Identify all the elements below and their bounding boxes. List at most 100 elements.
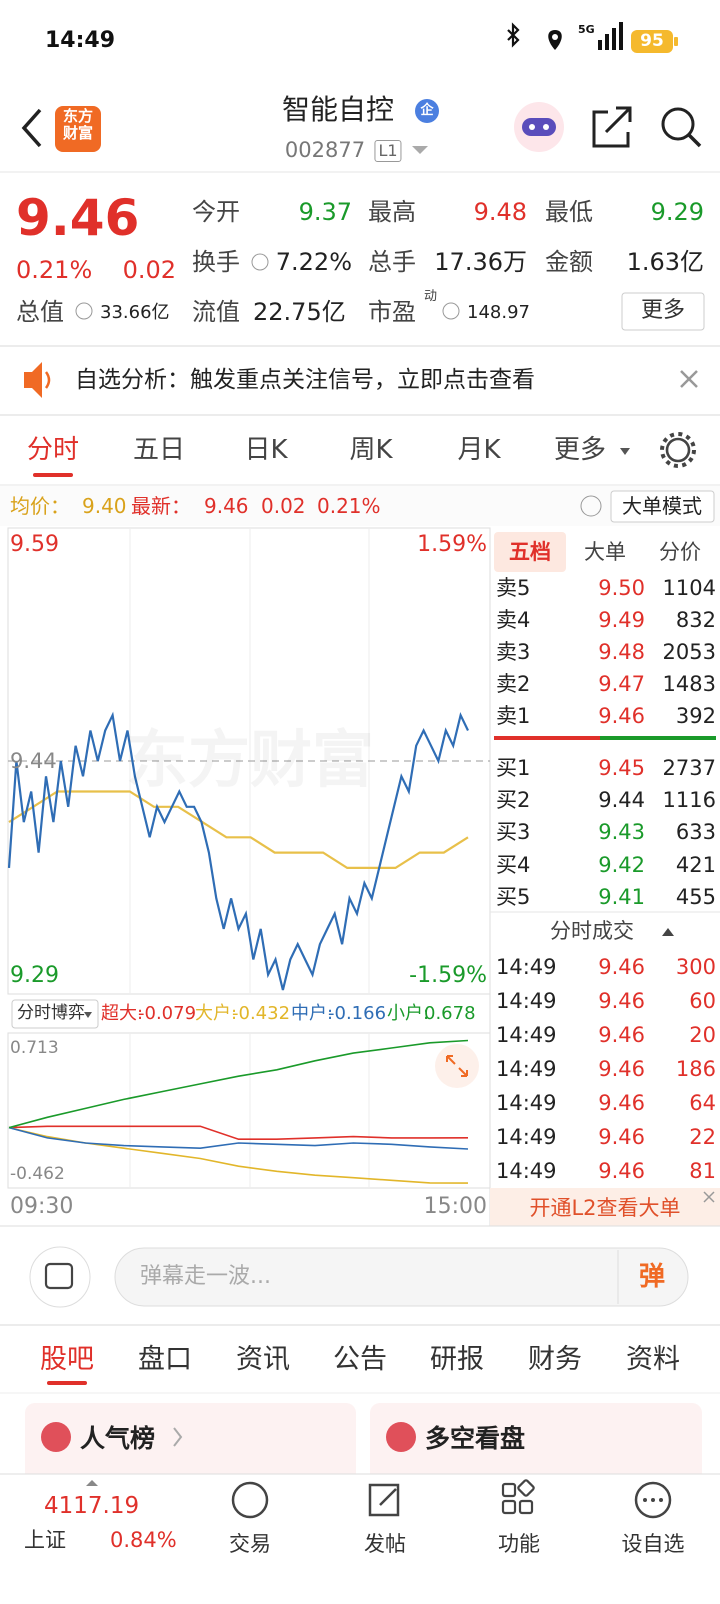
stock-code: 002877: [284, 137, 366, 162]
stat-value: 1.63亿: [626, 248, 704, 277]
expand-icon: [446, 1055, 468, 1077]
book-volume: 455: [675, 884, 716, 909]
nav-item[interactable]: 功能: [498, 1531, 540, 1556]
flow-legend-value: -0.166: [328, 1002, 387, 1024]
flow-legend-value: -0.079: [138, 1002, 197, 1024]
stat-label: 最高: [368, 198, 416, 227]
l2-button[interactable]: 开通L2查看大单: [529, 1195, 681, 1220]
content-tab[interactable]: 研报: [430, 1344, 484, 1376]
stat-value: 9.48: [473, 198, 527, 227]
book-price: 9.42: [598, 852, 645, 877]
trade-icon[interactable]: [231, 1481, 269, 1519]
selector-frame[interactable]: [11, 999, 99, 1029]
watermark: 东方财富: [126, 722, 374, 799]
flow-ylim-top: 0.713: [10, 1038, 59, 1059]
lower-pct: -1.59%: [409, 963, 487, 989]
dropdown-arrow: [620, 448, 630, 455]
settings-icon[interactable]: [665, 437, 691, 463]
info-icon[interactable]: [75, 302, 93, 320]
comment-input[interactable]: [114, 1247, 689, 1307]
battery-tip: [674, 37, 678, 46]
book-volume: 633: [675, 820, 716, 845]
book-label: 卖1: [496, 703, 531, 728]
close-icon[interactable]: [680, 370, 698, 388]
signal-bar: [605, 34, 609, 50]
back-icon[interactable]: [21, 108, 42, 148]
book-tab[interactable]: 分价: [659, 539, 701, 564]
book-label: 买4: [496, 852, 531, 877]
tab[interactable]: 五日: [132, 434, 186, 465]
info-icon[interactable]: [251, 253, 269, 271]
more-button-frame[interactable]: [621, 292, 705, 331]
signal-bar: [612, 28, 616, 50]
content-tab[interactable]: 盘口: [138, 1344, 192, 1376]
book-volume: 1483: [662, 671, 716, 696]
l2-button-bg[interactable]: [490, 1188, 720, 1226]
stat-value: 22.75亿: [253, 298, 346, 327]
tab[interactable]: 日K: [244, 434, 288, 465]
mode-button[interactable]: 大单模式: [622, 493, 702, 518]
share-icon[interactable]: [592, 106, 632, 148]
notice-text[interactable]: 自选分析：触发重点关注信号，立即点击查看: [75, 366, 535, 393]
trade-volume: 186: [675, 1056, 716, 1081]
flow-legend-name: 中户:: [291, 1002, 334, 1024]
content-tab[interactable]: 资讯: [236, 1344, 290, 1376]
book-label: 买5: [496, 884, 531, 909]
content-tab[interactable]: 公告: [333, 1344, 387, 1376]
chevron: [173, 1427, 183, 1447]
trade-time: 14:49: [496, 1124, 557, 1149]
flow-selector[interactable]: 分时博弈: [17, 1003, 85, 1024]
comment-placeholder[interactable]: 弹幕走一波...: [140, 1264, 271, 1290]
tab[interactable]: 更多: [553, 434, 607, 465]
trade-volume: 20: [689, 1022, 716, 1047]
last-change: 0.02: [261, 493, 306, 518]
trade-time: 14:49: [496, 1022, 557, 1047]
content-tab[interactable]: 财务: [528, 1344, 582, 1376]
card-icon: [41, 1422, 71, 1452]
more-button[interactable]: 更多: [640, 298, 686, 324]
close-icon[interactable]: [703, 1191, 715, 1203]
nav-item[interactable]: 设自选: [621, 1531, 685, 1556]
info-icon[interactable]: [442, 302, 460, 320]
search-icon[interactable]: [661, 107, 695, 141]
watchlist-icon[interactable]: [634, 1481, 672, 1519]
card-icon: [386, 1422, 416, 1452]
battery: [631, 30, 673, 53]
tab[interactable]: 周K: [349, 434, 393, 465]
book-tab[interactable]: 大单: [584, 539, 626, 564]
trade-time: 14:49: [496, 988, 557, 1013]
card[interactable]: [370, 1403, 702, 1483]
book-label: 买3: [496, 820, 531, 845]
tab-indicator: [47, 1381, 87, 1385]
tab[interactable]: 分时: [26, 434, 80, 465]
nav-item[interactable]: 发帖: [364, 1531, 406, 1556]
prev-close-label: 9.44: [10, 748, 57, 773]
flow-line: [8, 1039, 469, 1129]
expand-button[interactable]: [435, 1044, 479, 1088]
danmaku-toggle[interactable]: [29, 1246, 91, 1308]
content-tab[interactable]: 股吧: [40, 1344, 94, 1376]
time-start: 09:30: [10, 1194, 74, 1220]
help-icon[interactable]: [580, 495, 602, 517]
book-volume: 421: [675, 852, 716, 877]
post-icon[interactable]: [368, 1483, 400, 1517]
trade-price: 9.46: [598, 1090, 645, 1115]
tab-highlight: [494, 532, 566, 572]
send-danmaku[interactable]: 弹: [638, 1261, 666, 1292]
badge-circle: [415, 99, 439, 123]
last-value: 9.46: [204, 493, 249, 518]
book-tab[interactable]: 五档: [509, 539, 551, 564]
trades-title: 分时成交: [550, 918, 634, 943]
card-title[interactable]: 多空看盘: [425, 1423, 526, 1453]
card-title[interactable]: 人气榜: [80, 1423, 156, 1453]
stat-value: 9.29: [650, 198, 704, 227]
tab[interactable]: 月K: [457, 434, 501, 465]
nav-item[interactable]: 交易: [229, 1531, 271, 1556]
card[interactable]: [25, 1403, 356, 1483]
content-tab[interactable]: 资料: [626, 1344, 680, 1376]
stat-label: 总手: [368, 248, 416, 277]
mode-button-frame[interactable]: [610, 490, 715, 523]
function-icon[interactable]: [501, 1482, 517, 1498]
